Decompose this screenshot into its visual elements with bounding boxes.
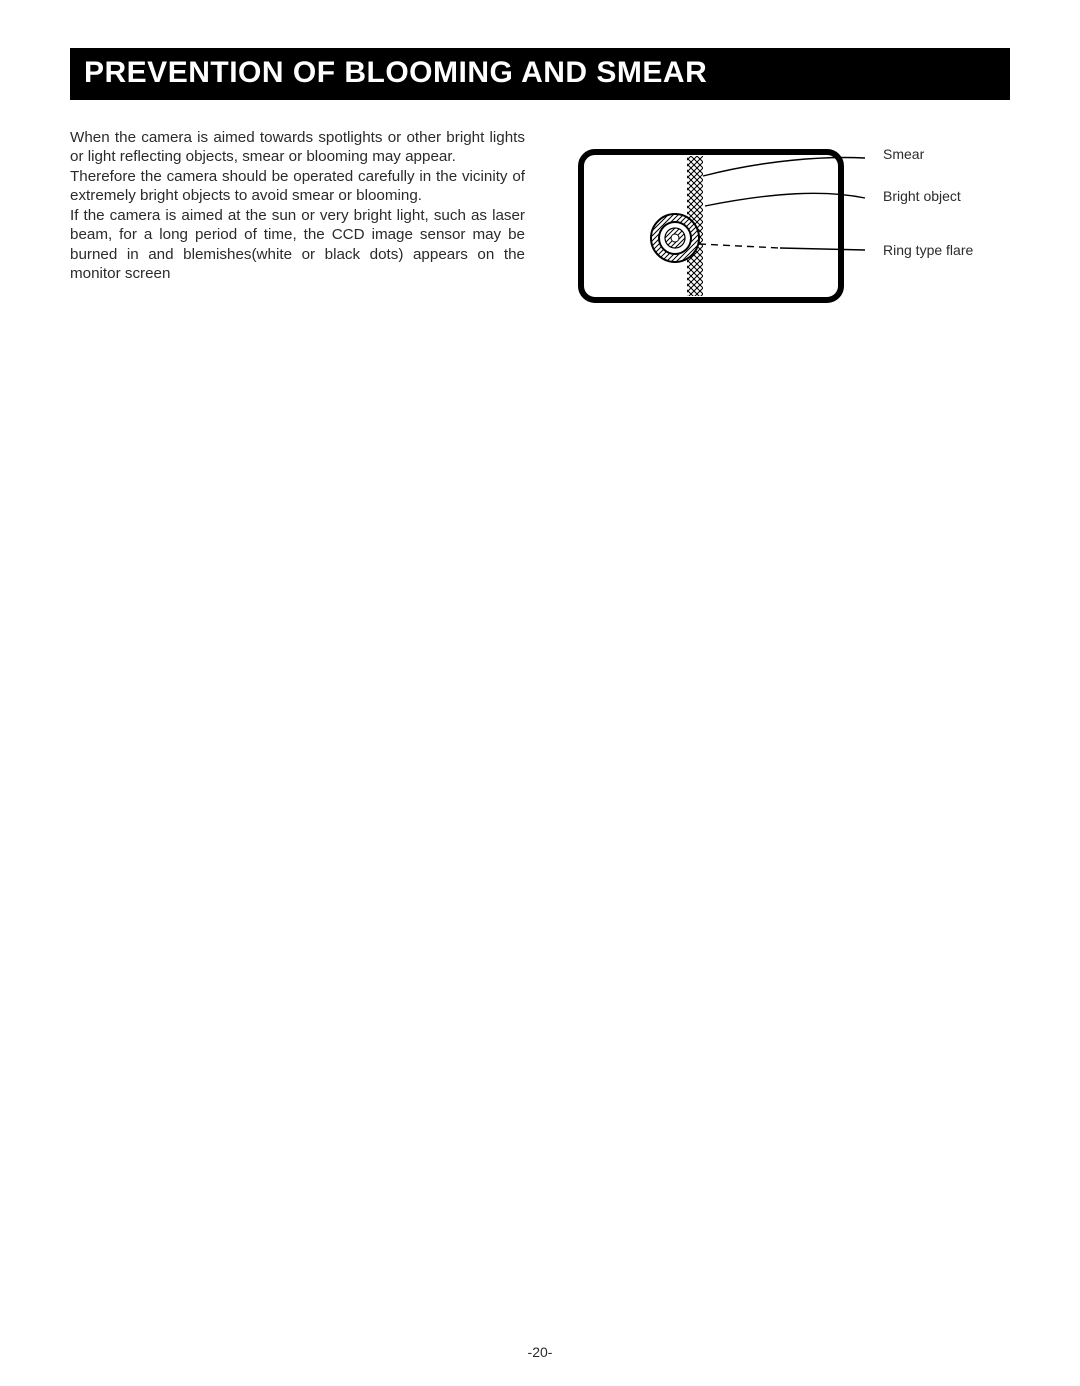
label-smear: Smear [883, 146, 924, 162]
blooming-smear-diagram [565, 138, 995, 338]
section-title: PREVENTION OF BLOOMING AND SMEAR [84, 56, 996, 90]
paragraph-1: When the camera is aimed towards spotlig… [70, 128, 525, 167]
diagram-column: Smear Bright object Ring type flare [565, 128, 995, 338]
page-number: -20- [528, 1344, 553, 1360]
ring-flare-icon [651, 214, 699, 262]
body-text-column: When the camera is aimed towards spotlig… [70, 128, 525, 338]
content-row: When the camera is aimed towards spotlig… [70, 128, 1010, 338]
paragraph-2: Therefore the camera should be operated … [70, 167, 525, 206]
label-ring-flare: Ring type flare [883, 242, 973, 258]
label-bright-object: Bright object [883, 188, 961, 204]
paragraph-3: If the camera is aimed at the sun or ver… [70, 206, 525, 284]
document-page: PREVENTION OF BLOOMING AND SMEAR When th… [0, 0, 1080, 1386]
section-title-bar: PREVENTION OF BLOOMING AND SMEAR [70, 48, 1010, 100]
